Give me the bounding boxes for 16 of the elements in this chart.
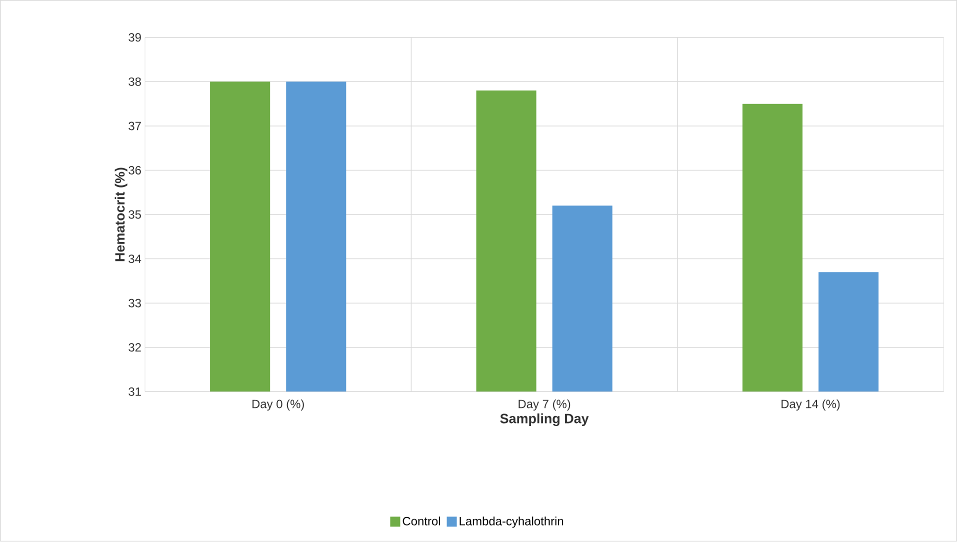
y-tick-label: 38 (128, 78, 141, 86)
y-tick-label: 32 (128, 343, 141, 352)
y-tick-label: 36 (128, 166, 141, 175)
legend-label: Lambda-cyhalothrin (460, 516, 564, 528)
x-tick-label: Day 7 (%) (518, 400, 570, 411)
x-axis-title: Sampling Day (500, 414, 589, 426)
y-tick-label: 39 (128, 33, 141, 42)
y-tick-label: 33 (128, 299, 141, 308)
y-tick-label: 35 (128, 210, 141, 219)
legend-label: Control (402, 516, 440, 526)
y-tick-label: 34 (128, 254, 142, 264)
y-tick-label: 31 (128, 388, 141, 396)
y-axis-title: Hematocrit (%) (114, 168, 128, 262)
y-tick-label: 37 (128, 122, 141, 130)
x-tick-label: Day 0 (%) (252, 400, 304, 411)
x-tick-label: Day 14 (%) (782, 400, 840, 411)
